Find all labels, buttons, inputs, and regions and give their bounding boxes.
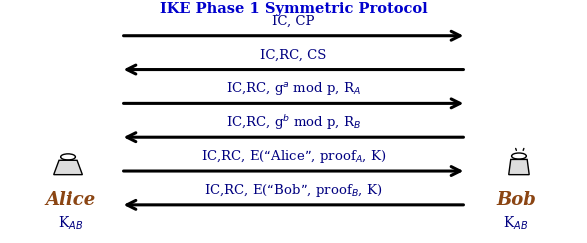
Text: IC,RC, E(“Alice”, proof$_A$, K): IC,RC, E(“Alice”, proof$_A$, K) [201, 148, 386, 165]
Text: Bob: Bob [496, 191, 536, 209]
Polygon shape [53, 160, 82, 175]
Text: IC,RC, E(“Bob”, proof$_B$, K): IC,RC, E(“Bob”, proof$_B$, K) [204, 182, 383, 199]
Text: IC,RC, CS: IC,RC, CS [260, 49, 327, 61]
Text: K$_{AB}$: K$_{AB}$ [504, 214, 529, 232]
Text: IC,RC, g$^b$ mod p, R$_B$: IC,RC, g$^b$ mod p, R$_B$ [226, 113, 361, 132]
Polygon shape [509, 159, 529, 175]
Text: Alice: Alice [46, 191, 96, 209]
Text: K$_{AB}$: K$_{AB}$ [58, 214, 83, 232]
Text: IC,RC, g$^a$ mod p, R$_A$: IC,RC, g$^a$ mod p, R$_A$ [226, 80, 361, 97]
Text: IC, CP: IC, CP [272, 15, 315, 28]
Text: IKE Phase 1 Symmetric Protocol: IKE Phase 1 Symmetric Protocol [160, 2, 427, 16]
